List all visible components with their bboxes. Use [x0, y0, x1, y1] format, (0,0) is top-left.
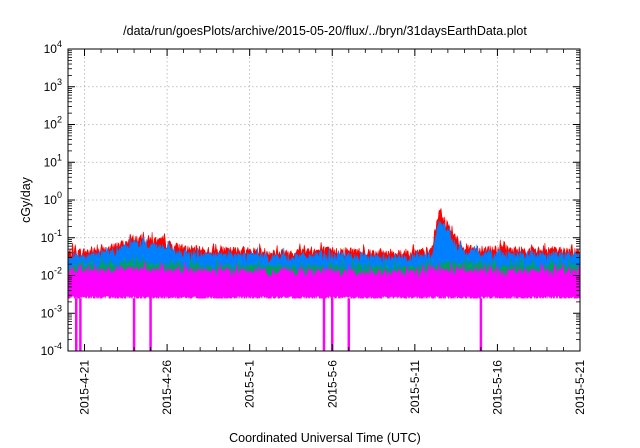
plot-area: [67, 48, 581, 352]
series-layer: [67, 208, 581, 351]
y-tick-labels: 10-4 10-3 10-2 10-1 100 101 102 103 104: [41, 39, 62, 358]
x-tick-label: 2015-5-16: [490, 360, 504, 415]
x-axis-label: Coordinated Universal Time (UTC): [229, 431, 421, 445]
y-tick-label: 10-1: [41, 228, 62, 245]
x-tick-label: 2015-5-21: [573, 360, 587, 415]
y-tick-label: 10-2: [41, 266, 62, 283]
y-tick-label: 10-4: [41, 341, 62, 358]
ticks: [67, 48, 581, 352]
chart-title: /data/run/goesPlots/archive/2015-05-20/f…: [123, 24, 527, 38]
x-tick-label: 2015-5-6: [325, 360, 339, 408]
series-area: [67, 261, 581, 299]
x-tick-label: 2015-5-1: [243, 360, 257, 408]
y-tick-label: 10-3: [41, 303, 62, 320]
x-tick-label: 2015-4-21: [78, 360, 92, 415]
y-tick-label: 103: [44, 77, 62, 94]
x-tick-labels: 2015-4-21 2015-4-26 2015-5-1 2015-5-6 2015-5…: [78, 360, 587, 415]
y-tick-label: 100: [44, 190, 62, 207]
x-tick-label: 2015-5-11: [408, 360, 422, 414]
y-tick-label: 102: [44, 115, 62, 132]
x-tick-label: 2015-4-26: [160, 360, 174, 415]
y-tick-label: 101: [44, 152, 62, 169]
y-axis-label: cGy/day: [19, 176, 33, 223]
y-tick-label: 104: [44, 39, 62, 56]
